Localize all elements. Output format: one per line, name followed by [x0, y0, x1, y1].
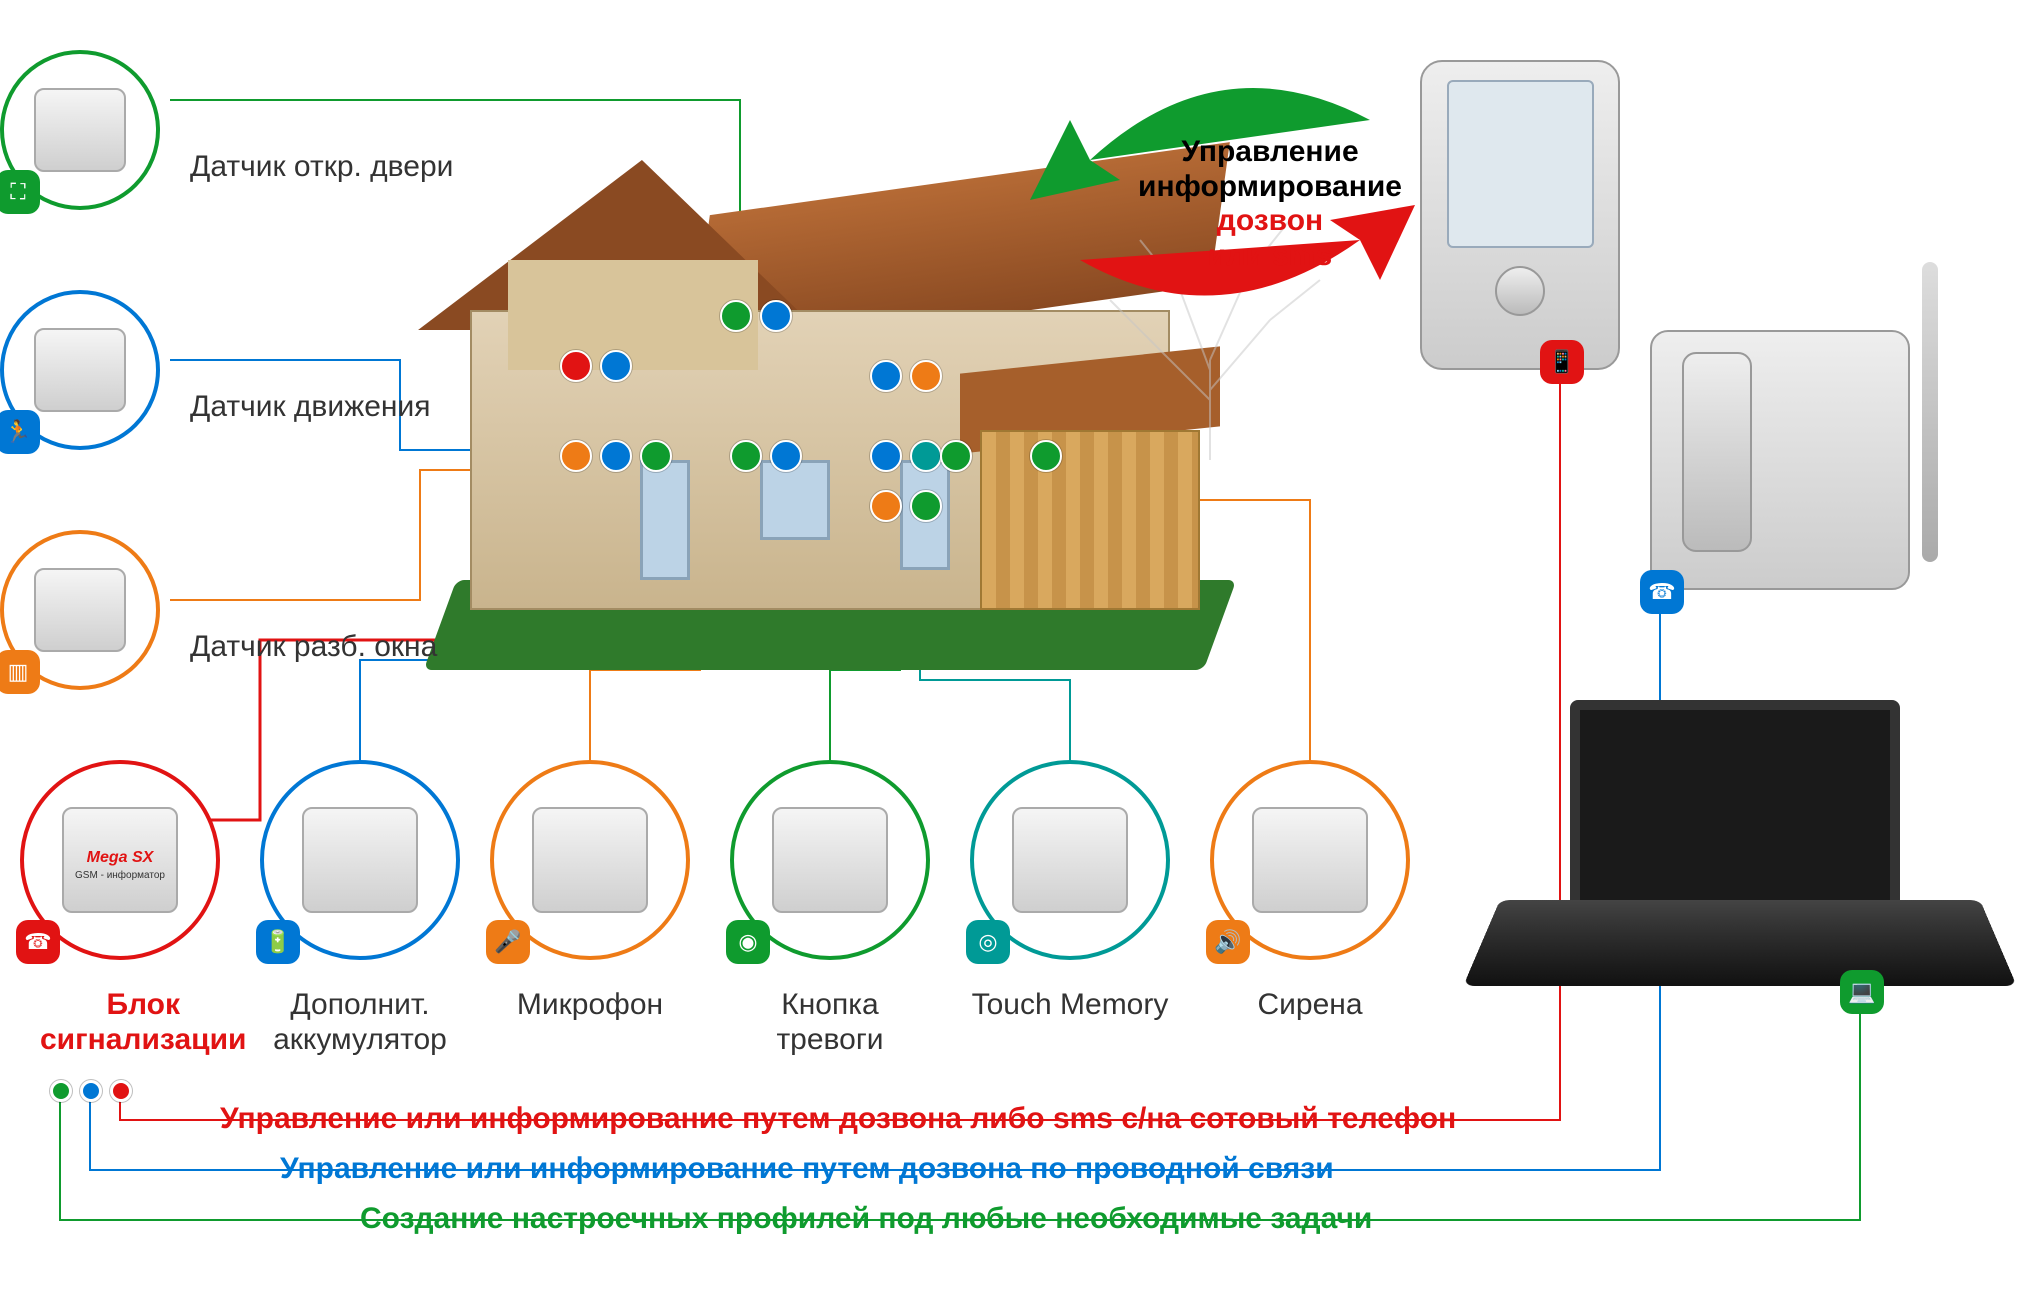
house-sensor-dot: [910, 490, 942, 522]
legend-line-0: Управление или информирование путем дозв…: [220, 1102, 1456, 1136]
alarm-badge-icon: ☎: [16, 920, 60, 964]
touch-circle: ◎: [970, 760, 1170, 960]
mic-badge-icon: 🎤: [486, 920, 530, 964]
alarm-label: Блоксигнализации: [40, 988, 246, 1057]
panic-circle: ◉: [730, 760, 930, 960]
house-sensor-dot: [910, 360, 942, 392]
house-sensor-dot: [870, 440, 902, 472]
siren-badge-icon: 🔊: [1206, 920, 1250, 964]
door-label: Датчик откр. двери: [190, 150, 453, 185]
house-sensor-dot: [600, 440, 632, 472]
legend-dot: [50, 1080, 72, 1102]
battery-device-icon: [302, 807, 417, 913]
siren-circle: 🔊: [1210, 760, 1410, 960]
house-sensor-dot: [560, 440, 592, 472]
legend-dot: [80, 1080, 102, 1102]
house-sensor-dot: [870, 490, 902, 522]
motion-device-icon: [34, 328, 125, 412]
landline-badge-icon: ☎: [1640, 570, 1684, 614]
house-sensor-dot: [1030, 440, 1062, 472]
touch-label: Touch Memory: [970, 988, 1170, 1023]
touch-device-icon: [1012, 807, 1127, 913]
house-window: [760, 460, 830, 540]
battery-label: Дополнит.аккумулятор: [260, 988, 460, 1057]
mobile-badge-icon: 📱: [1540, 340, 1584, 384]
control-line4: или sms: [1208, 239, 1332, 272]
house-sensor-dot: [760, 300, 792, 332]
motion-circle: 🏃: [0, 290, 160, 450]
legend-line-2: Создание настроечных профилей под любые …: [360, 1202, 1372, 1236]
house-sensor-dot: [910, 440, 942, 472]
glass-label: Датчик разб. окна: [190, 630, 437, 665]
house-sensor-dot: [720, 300, 752, 332]
legend-line-1: Управление или информирование путем дозв…: [280, 1152, 1334, 1186]
panic-device-icon: [772, 807, 887, 913]
control-line2: информирование: [1138, 170, 1402, 203]
laptop-device: [1500, 700, 1980, 1030]
motion-label: Датчик движения: [190, 390, 430, 425]
house-sensor-dot: [600, 350, 632, 382]
diagram-stage: Управление информирование дозвон или sms…: [0, 0, 2030, 1312]
touch-badge-icon: ◎: [966, 920, 1010, 964]
alarm-device-label: Mega SXGSM - информатор: [65, 850, 175, 882]
house-sensor-dot: [560, 350, 592, 382]
siren-label: Сирена: [1210, 988, 1410, 1023]
house-sensor-dot: [870, 360, 902, 392]
glass-circle: ▥: [0, 530, 160, 690]
control-line1: Управление: [1181, 135, 1358, 168]
laptop-badge-icon: 💻: [1840, 970, 1884, 1014]
panic-badge-icon: ◉: [726, 920, 770, 964]
control-text-block: Управление информирование дозвон или sms: [1130, 135, 1410, 273]
house-sensor-dot: [730, 440, 762, 472]
motion-badge-icon: 🏃: [0, 410, 40, 454]
panic-label: Кнопкатревоги: [730, 988, 930, 1057]
door-device-icon: [34, 88, 125, 172]
mic-label: Микрофон: [490, 988, 690, 1023]
legend-dot: [110, 1080, 132, 1102]
door-circle: ⛶: [0, 50, 160, 210]
battery-circle: 🔋: [260, 760, 460, 960]
door-badge-icon: ⛶: [0, 170, 40, 214]
house-sensor-dot: [640, 440, 672, 472]
control-line3: дозвон: [1217, 204, 1323, 237]
landline-device: [1650, 330, 1910, 590]
mic-circle: 🎤: [490, 760, 690, 960]
glass-badge-icon: ▥: [0, 650, 40, 694]
battery-badge-icon: 🔋: [256, 920, 300, 964]
glass-device-icon: [34, 568, 125, 652]
mic-device-icon: [532, 807, 647, 913]
house-sensor-dot: [770, 440, 802, 472]
house-sensor-dot: [940, 440, 972, 472]
mobile-device: [1420, 60, 1620, 370]
siren-device-icon: [1252, 807, 1367, 913]
house-door: [640, 460, 690, 580]
